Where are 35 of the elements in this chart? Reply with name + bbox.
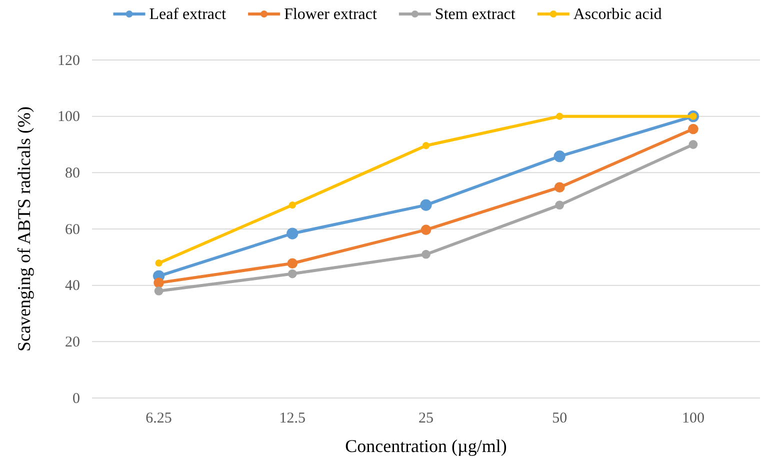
point xyxy=(155,260,162,267)
legend-label: Stem extract xyxy=(434,6,516,23)
point xyxy=(688,124,698,134)
point xyxy=(688,140,698,149)
y-tick-label: 0 xyxy=(72,390,80,407)
y-tick-label: 80 xyxy=(65,165,80,182)
x-tick-label: 100 xyxy=(682,410,704,427)
x-tick-label: 25 xyxy=(418,410,434,427)
point xyxy=(420,224,432,236)
y-axis-title: Scavenging of ABTS radicals (%) xyxy=(14,106,34,352)
point xyxy=(286,228,298,240)
point xyxy=(554,182,565,192)
y-tick-label: 60 xyxy=(65,222,80,238)
legend-label: Flower extract xyxy=(284,6,378,23)
point xyxy=(555,200,564,210)
point xyxy=(422,142,430,150)
point xyxy=(288,269,297,278)
point xyxy=(287,258,298,269)
point xyxy=(154,278,164,288)
x-tick-label: 6.25 xyxy=(146,410,172,427)
legend-label: Leaf extract xyxy=(149,6,227,23)
x-axis-title: Concentration (µg/ml) xyxy=(345,436,507,456)
point xyxy=(422,250,430,259)
point xyxy=(288,201,296,209)
point xyxy=(420,199,432,211)
point xyxy=(154,286,164,296)
legend-label: Ascorbic acid xyxy=(573,6,662,23)
y-tick-label: 100 xyxy=(58,109,80,126)
y-tick-label: 20 xyxy=(65,334,80,350)
point xyxy=(556,112,564,120)
y-tick-label: 120 xyxy=(58,52,80,69)
point xyxy=(554,150,566,162)
x-tick-label: 12.5 xyxy=(279,410,306,427)
y-tick-label: 40 xyxy=(65,278,80,294)
x-tick-label: 50 xyxy=(552,410,568,427)
